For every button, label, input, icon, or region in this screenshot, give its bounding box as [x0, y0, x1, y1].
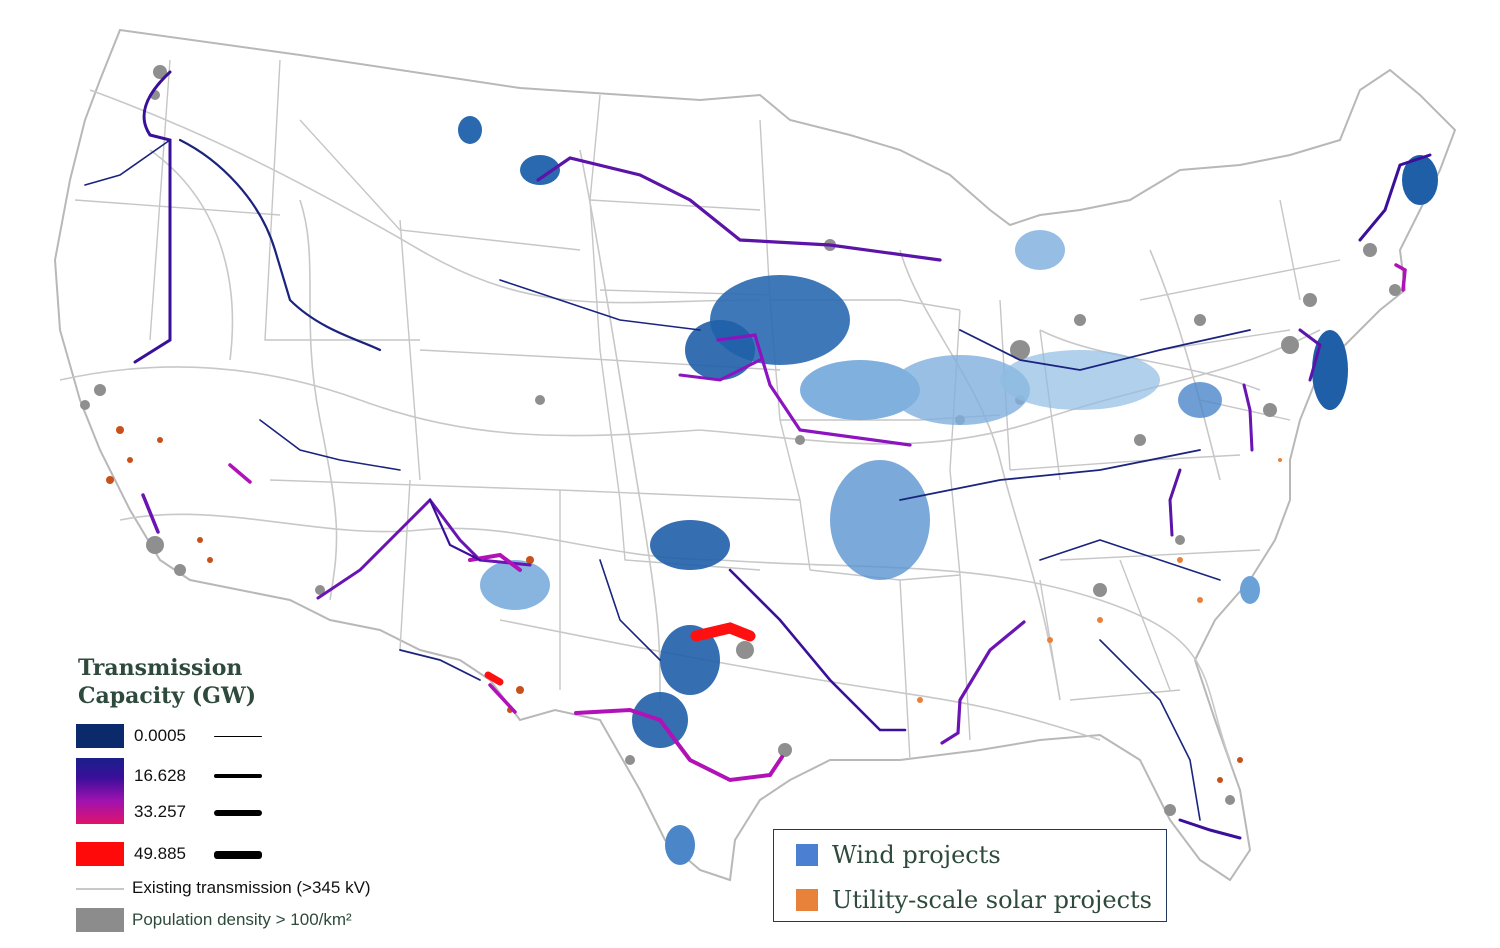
existing-transmission-lines — [59, 89, 1321, 761]
population-density-label: Population density > 100/km² — [132, 910, 352, 929]
capacity-swatch-high — [76, 842, 124, 866]
legend-title-line1: Transmission — [78, 655, 243, 681]
legend-title: Transmission Capacity (GW) — [78, 654, 256, 710]
existing-transmission-swatch — [76, 888, 124, 890]
us-outline — [53, 28, 1457, 882]
capacity-label-1: 16.628 — [134, 766, 186, 785]
solar-swatch — [796, 889, 818, 911]
capacity-label-0: 0.0005 — [134, 726, 186, 745]
capacity-label-3: 49.885 — [134, 844, 186, 863]
capacity-label-2: 33.257 — [134, 802, 186, 821]
line-width-sample-1 — [214, 774, 262, 778]
line-width-sample-0 — [214, 736, 262, 737]
wind-label: Wind projects — [832, 841, 1001, 869]
new-transmission-lines — [84, 70, 1432, 840]
existing-transmission-label: Existing transmission (>345 kV) — [132, 878, 371, 897]
projects-legend: Wind projects Utility-scale solar projec… — [773, 829, 1167, 922]
line-width-sample-3 — [214, 851, 262, 859]
line-width-sample-2 — [214, 810, 262, 816]
solar-project-areas — [106, 426, 1282, 783]
transmission-capacity-legend: Transmission Capacity (GW) 0.0005 16.628… — [74, 654, 434, 944]
capacity-swatch-low — [76, 724, 124, 748]
wind-swatch — [796, 844, 818, 866]
capacity-swatch-gradient — [76, 758, 124, 824]
wind-project-areas — [458, 116, 1438, 865]
solar-label: Utility-scale solar projects — [832, 886, 1152, 914]
legend-title-line2: Capacity (GW) — [78, 683, 257, 709]
population-density-swatch — [76, 908, 124, 932]
